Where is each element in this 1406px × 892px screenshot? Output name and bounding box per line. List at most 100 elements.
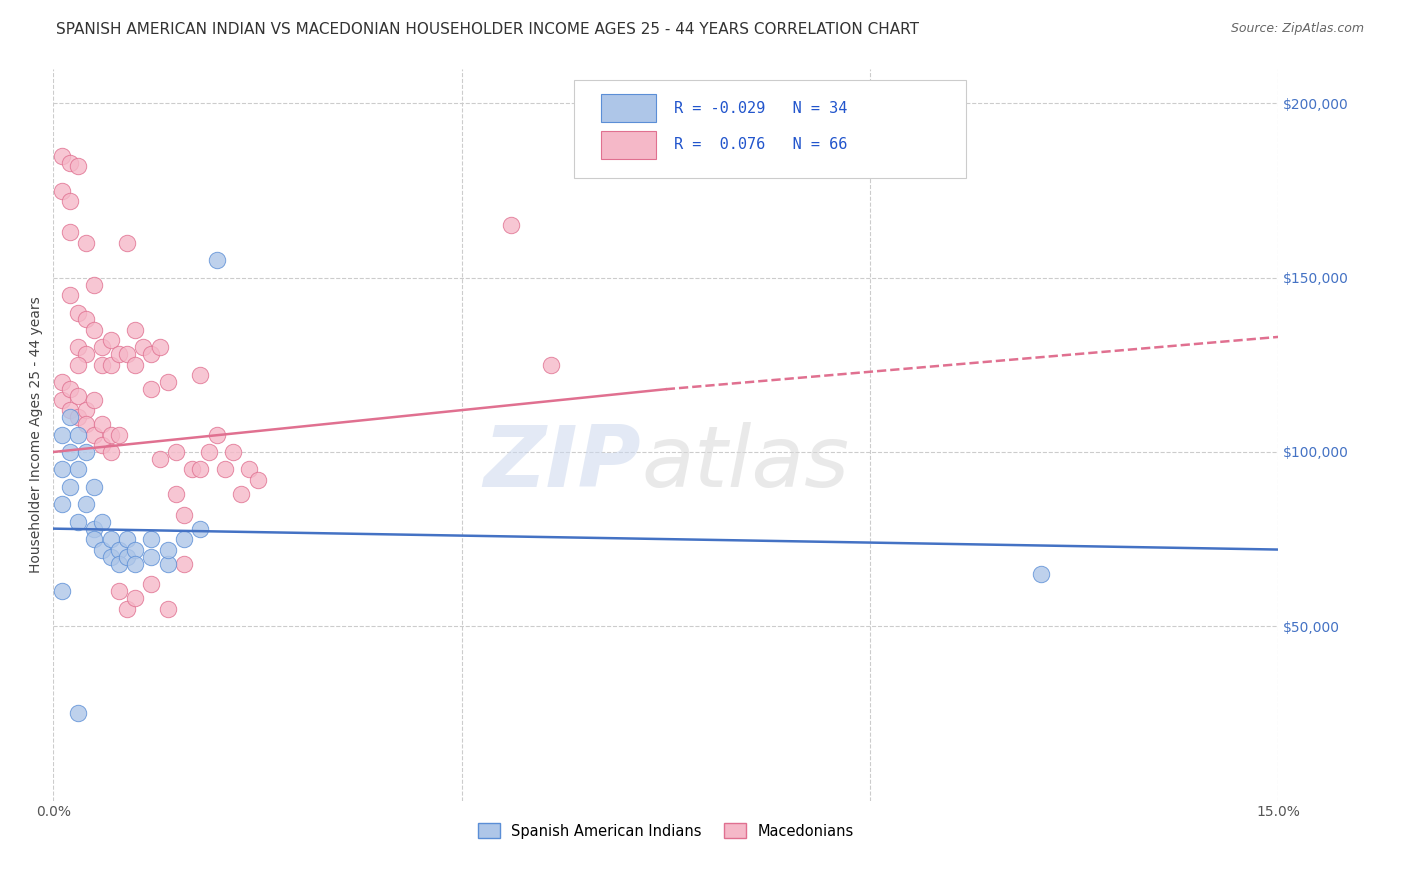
Point xyxy=(83,323,105,337)
Point xyxy=(91,542,114,557)
Point xyxy=(75,403,97,417)
Point xyxy=(190,522,212,536)
Point xyxy=(51,497,73,511)
Point xyxy=(141,382,163,396)
Point xyxy=(83,392,105,407)
Point xyxy=(83,427,105,442)
Point xyxy=(165,445,187,459)
Point xyxy=(51,427,73,442)
Point xyxy=(156,376,179,390)
Point xyxy=(156,602,179,616)
Point xyxy=(190,368,212,383)
Point xyxy=(91,438,114,452)
FancyBboxPatch shape xyxy=(600,95,657,122)
Point xyxy=(190,462,212,476)
Point xyxy=(66,706,89,721)
Point xyxy=(238,462,260,476)
Point xyxy=(51,184,73,198)
Point xyxy=(173,557,195,571)
Point xyxy=(59,225,82,239)
Point xyxy=(107,427,129,442)
Point xyxy=(222,445,245,459)
Point xyxy=(107,347,129,361)
Point xyxy=(51,584,73,599)
Point xyxy=(91,515,114,529)
Point xyxy=(83,532,105,546)
Point xyxy=(75,417,97,431)
Point xyxy=(51,149,73,163)
Point xyxy=(107,584,129,599)
Point xyxy=(1031,566,1053,581)
Text: R =  0.076   N = 66: R = 0.076 N = 66 xyxy=(675,137,848,153)
Point xyxy=(173,532,195,546)
Point xyxy=(51,392,73,407)
Text: R = -0.029   N = 34: R = -0.029 N = 34 xyxy=(675,101,848,116)
Point xyxy=(59,403,82,417)
Point xyxy=(66,340,89,354)
Point xyxy=(115,347,138,361)
Point xyxy=(115,602,138,616)
Point xyxy=(124,542,146,557)
Text: SPANISH AMERICAN INDIAN VS MACEDONIAN HOUSEHOLDER INCOME AGES 25 - 44 YEARS CORR: SPANISH AMERICAN INDIAN VS MACEDONIAN HO… xyxy=(56,22,920,37)
Point xyxy=(124,557,146,571)
Point xyxy=(66,462,89,476)
Point xyxy=(59,410,82,425)
Point xyxy=(75,497,97,511)
Point xyxy=(75,312,97,326)
Point xyxy=(66,427,89,442)
Point xyxy=(100,358,122,372)
Point xyxy=(83,480,105,494)
FancyBboxPatch shape xyxy=(600,131,657,159)
Point xyxy=(59,155,82,169)
Point xyxy=(141,577,163,591)
Point xyxy=(231,487,253,501)
Point xyxy=(91,340,114,354)
Point xyxy=(59,480,82,494)
Point xyxy=(124,323,146,337)
Point xyxy=(75,445,97,459)
Point xyxy=(51,376,73,390)
Point xyxy=(66,515,89,529)
Point xyxy=(132,340,155,354)
Point xyxy=(115,549,138,564)
Point xyxy=(100,427,122,442)
Point xyxy=(100,532,122,546)
Point xyxy=(66,410,89,425)
Point xyxy=(149,451,172,466)
Point xyxy=(173,508,195,522)
Point xyxy=(540,358,562,372)
Text: Source: ZipAtlas.com: Source: ZipAtlas.com xyxy=(1230,22,1364,36)
Point xyxy=(59,445,82,459)
Point xyxy=(100,445,122,459)
Point xyxy=(246,473,269,487)
Point xyxy=(107,542,129,557)
Text: ZIP: ZIP xyxy=(484,422,641,505)
Point xyxy=(197,445,219,459)
Point xyxy=(66,389,89,403)
Point xyxy=(205,253,228,268)
Point xyxy=(115,235,138,250)
Point xyxy=(66,358,89,372)
Point xyxy=(100,549,122,564)
Point xyxy=(66,305,89,319)
Point xyxy=(156,542,179,557)
Point xyxy=(156,557,179,571)
Point xyxy=(75,235,97,250)
Point xyxy=(83,277,105,292)
Point xyxy=(141,347,163,361)
Point xyxy=(214,462,236,476)
Point xyxy=(181,462,204,476)
Point xyxy=(115,532,138,546)
Point xyxy=(205,427,228,442)
Point xyxy=(100,334,122,348)
Point xyxy=(66,159,89,173)
FancyBboxPatch shape xyxy=(574,79,966,178)
Point xyxy=(51,462,73,476)
Point xyxy=(59,288,82,302)
Point xyxy=(165,487,187,501)
Point xyxy=(141,549,163,564)
Point xyxy=(83,522,105,536)
Point xyxy=(91,417,114,431)
Point xyxy=(124,591,146,606)
Point xyxy=(75,347,97,361)
